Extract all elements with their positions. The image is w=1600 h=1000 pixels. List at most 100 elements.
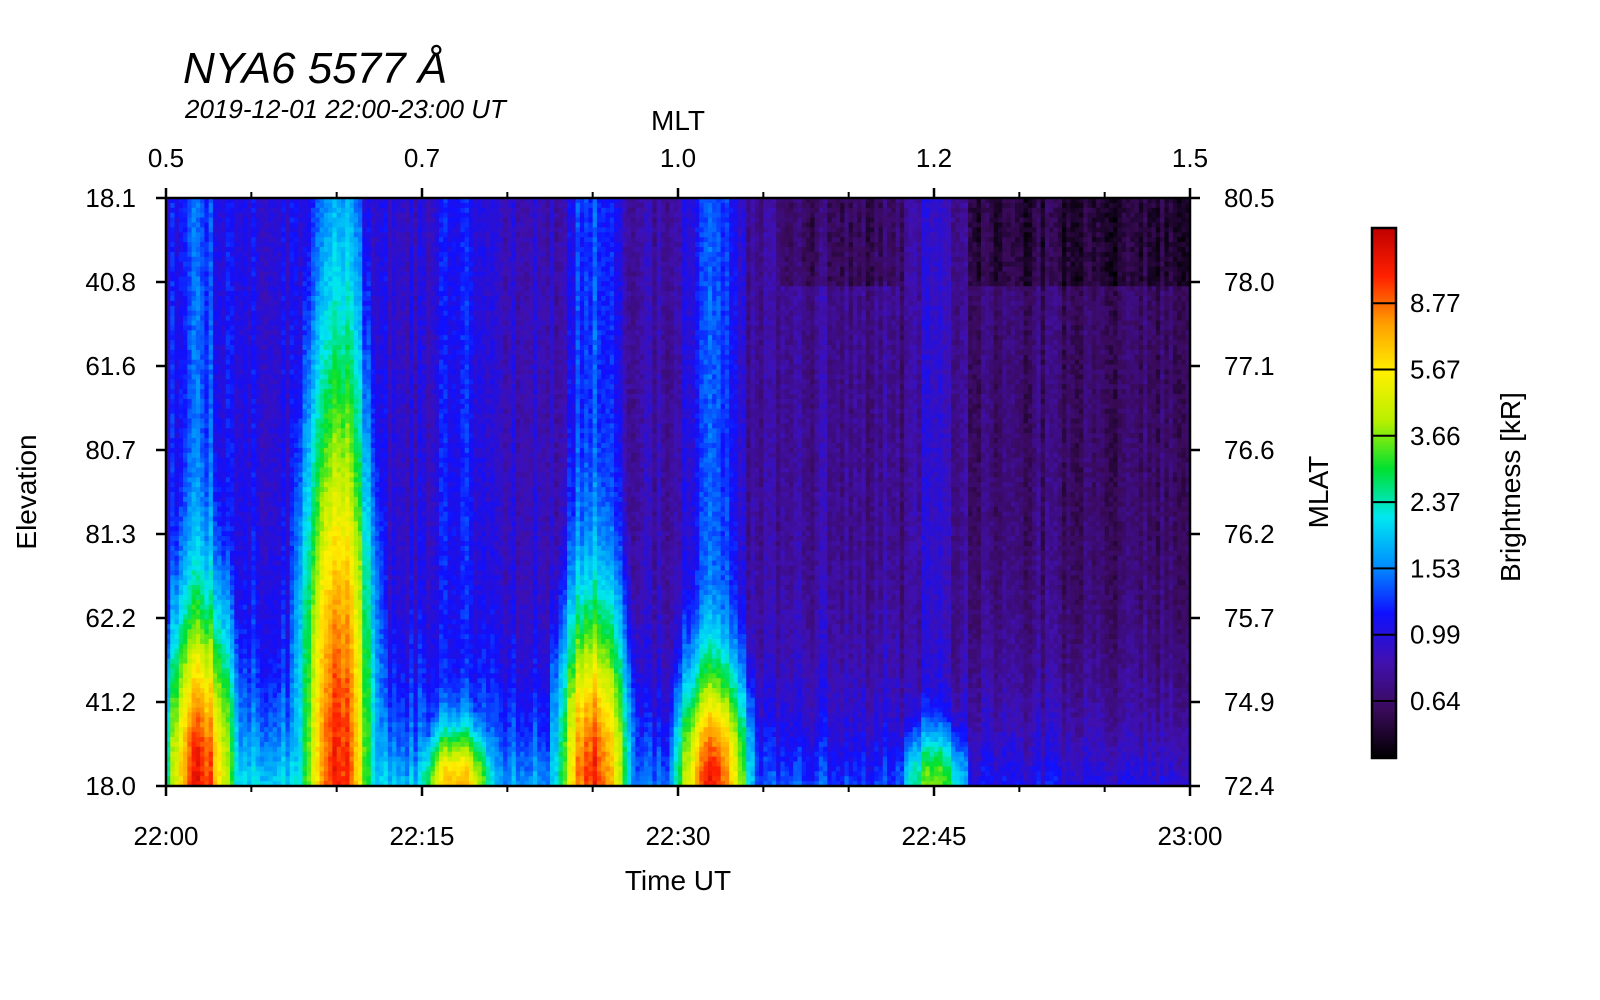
heatmap-cell <box>166 418 171 424</box>
heatmap-cell <box>191 541 197 547</box>
heatmap-cell <box>255 389 261 395</box>
heatmap-cell <box>242 692 248 699</box>
heatmap-cell <box>230 242 235 248</box>
heatmap-cell <box>230 751 235 758</box>
heatmap-cell <box>204 496 210 503</box>
heatmap-cell <box>251 516 257 522</box>
heatmap-cell <box>166 639 171 645</box>
heatmap-cell <box>276 222 282 228</box>
heatmap-cell <box>328 340 333 346</box>
heatmap-cell <box>251 403 257 410</box>
heatmap-cell <box>272 212 278 219</box>
heatmap-cell <box>323 492 329 498</box>
heatmap-cell <box>183 692 188 699</box>
heatmap-cell <box>306 217 312 224</box>
heatmap-cell <box>170 452 176 459</box>
heatmap-cell <box>332 737 338 743</box>
heatmap-cell <box>336 766 342 772</box>
heatmap-cell <box>247 585 252 591</box>
heatmap-cell <box>174 663 180 669</box>
heatmap-cell <box>187 781 193 786</box>
heatmap-cell <box>208 408 214 415</box>
heatmap-cell <box>328 428 333 434</box>
heatmap-cell <box>187 398 193 405</box>
heatmap-cell <box>170 732 176 738</box>
heatmap-cell <box>166 305 171 312</box>
heatmap-cell <box>200 237 205 243</box>
heatmap-cell <box>178 467 184 473</box>
heatmap-cell <box>340 242 346 248</box>
heatmap-cell <box>289 727 295 733</box>
heatmap-cell <box>319 237 325 243</box>
heatmap-cell <box>268 668 274 674</box>
heatmap-cell <box>315 291 321 297</box>
heatmap-cell <box>336 413 342 420</box>
heatmap-cell <box>174 634 180 640</box>
heatmap-cell <box>319 492 325 498</box>
heatmap-cell <box>268 492 274 498</box>
heatmap-cell <box>315 545 321 552</box>
heatmap-cell <box>319 614 325 620</box>
heatmap-cell <box>225 619 231 625</box>
heatmap-cell <box>264 276 269 282</box>
heatmap-cell <box>268 648 274 655</box>
heatmap-cell <box>281 619 287 625</box>
heatmap-cell <box>311 619 316 625</box>
heatmap-cell <box>217 663 223 669</box>
heatmap-cell <box>166 629 171 635</box>
heatmap-cell <box>298 477 304 483</box>
heatmap-cell <box>328 472 333 478</box>
heatmap-cell <box>191 202 197 209</box>
heatmap-cell <box>281 212 287 219</box>
heatmap-cell <box>225 271 231 277</box>
heatmap-cell <box>272 354 278 361</box>
heatmap-cell <box>212 487 218 493</box>
heatmap-cell <box>289 506 295 513</box>
heatmap-cell <box>166 198 171 204</box>
heatmap-cell <box>336 536 342 542</box>
heatmap-cell <box>221 423 227 429</box>
heatmap-cell <box>251 276 257 282</box>
heatmap-cell <box>328 766 333 772</box>
heatmap-cell <box>251 692 257 699</box>
heatmap-cell <box>183 496 188 503</box>
heatmap-cell <box>302 389 308 395</box>
heatmap-cell <box>285 305 291 312</box>
heatmap-cell <box>178 242 184 248</box>
heatmap-cell <box>225 325 231 331</box>
heatmap-cell <box>178 634 184 640</box>
heatmap-cell <box>178 604 184 611</box>
heatmap-cell <box>328 217 333 224</box>
heatmap-cell <box>259 467 265 473</box>
heatmap-cell <box>234 629 240 635</box>
heatmap-cell <box>247 501 252 508</box>
heatmap-cell <box>221 349 227 356</box>
heatmap-cell <box>204 501 210 508</box>
heatmap-cell <box>174 482 180 488</box>
heatmap-cell <box>212 482 218 488</box>
heatmap-cell <box>328 609 333 616</box>
heatmap-cell <box>285 678 291 684</box>
heatmap-cell <box>298 198 304 204</box>
heatmap-cell <box>298 594 304 601</box>
heatmap-cell <box>323 403 329 410</box>
heatmap-cell <box>315 374 321 380</box>
heatmap-cell <box>217 227 223 233</box>
heatmap-cell <box>204 609 210 616</box>
heatmap-cell <box>166 428 171 434</box>
heatmap-cell <box>170 256 176 263</box>
heatmap-cell <box>195 305 201 312</box>
heatmap-cell <box>332 658 338 665</box>
heatmap-cell <box>251 232 257 238</box>
heatmap-cell <box>311 374 316 380</box>
heatmap-cell <box>191 668 197 674</box>
heatmap-cell <box>255 345 261 351</box>
heatmap-cell <box>212 668 218 674</box>
heatmap-cell <box>225 629 231 635</box>
heatmap-cell <box>255 487 261 493</box>
heatmap-cell <box>212 511 218 518</box>
heatmap-cell <box>204 315 210 322</box>
heatmap-cell <box>212 781 218 786</box>
heatmap-cell <box>306 198 312 204</box>
heatmap-cell <box>212 349 218 356</box>
